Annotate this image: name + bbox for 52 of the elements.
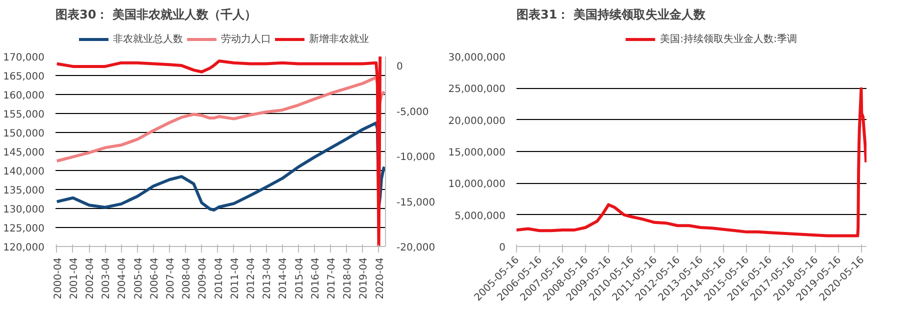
y-tick-label: 0 xyxy=(499,242,506,254)
y-tick-label: 25,000,000 xyxy=(448,84,506,96)
y-tick-label: 165,000 xyxy=(3,72,45,82)
y-tick-label: 140,000 xyxy=(3,166,45,178)
x-tick-label: 2005-04 xyxy=(133,257,144,300)
y-tick-label: 150,000 xyxy=(3,128,45,140)
x-tick-label: 2016-04 xyxy=(310,257,322,300)
x-tick-label: 2008-04 xyxy=(182,257,193,300)
x-tick-label: 2012-04 xyxy=(246,257,257,300)
chart-title: 图表31： 美国持续领取失业金人数 xyxy=(516,8,706,22)
legend-label: 劳动力人口 xyxy=(221,32,271,46)
y-tick-label: 20,000,000 xyxy=(448,116,506,127)
x-tick-label: 2004-04 xyxy=(117,257,128,300)
y-tick-label: 5,000,000 xyxy=(454,210,506,222)
x-tick-label: 2017-04 xyxy=(326,257,338,300)
y-tick-label: 30,000,000 xyxy=(448,52,506,64)
x-tick-label: 2019-04 xyxy=(358,257,370,300)
x-tick-label: 2015-04 xyxy=(294,257,306,300)
x-tick-label: 2006-04 xyxy=(149,257,160,300)
y-tick-label: 160,000 xyxy=(3,90,45,102)
y-tick-label: 155,000 xyxy=(3,110,45,120)
x-tick-label: 2014-04 xyxy=(278,257,290,300)
x-tick-label: 2011-04 xyxy=(230,257,241,300)
y2-tick-label: -10,000 xyxy=(396,152,436,164)
y2-tick-label: -5,000 xyxy=(396,106,429,118)
y-tick-label: 170,000 xyxy=(3,52,45,64)
x-tick-label: 2020-04 xyxy=(374,257,386,300)
y2-tick-label: -20,000 xyxy=(396,242,436,254)
y-tick-label: 135,000 xyxy=(3,186,45,196)
y-tick-label: 130,000 xyxy=(3,204,45,216)
y-tick-label: 125,000 xyxy=(3,224,45,234)
x-tick-label: 2010-04 xyxy=(214,257,225,300)
legend-label: 美国:持续领取失业金人数:季调 xyxy=(660,32,797,46)
x-tick-label: 2001-04 xyxy=(68,257,80,300)
y2-tick-label: -15,000 xyxy=(396,197,436,208)
y2-tick-label: 0 xyxy=(396,62,403,73)
x-tick-label: 2018-04 xyxy=(342,257,354,300)
legend-label: 新增非农就业 xyxy=(309,32,369,46)
chart-title: 图表30： 美国非农就业人数（千人） xyxy=(56,8,256,22)
x-tick-label: 2002-04 xyxy=(85,257,96,300)
y-tick-label: 10,000,000 xyxy=(448,179,506,190)
x-tick-label: 2003-04 xyxy=(101,257,112,300)
y-tick-label: 145,000 xyxy=(3,148,45,158)
x-tick-label: 2000-04 xyxy=(52,257,64,300)
legend-label: 非农就业总人数 xyxy=(113,32,183,46)
x-tick-label: 2007-04 xyxy=(165,257,176,300)
y-tick-label: 120,000 xyxy=(3,242,45,254)
x-tick-label: 2009-04 xyxy=(198,257,209,300)
x-tick-label: 2013-04 xyxy=(262,257,274,300)
line-series xyxy=(516,87,866,238)
y-tick-label: 15,000,000 xyxy=(448,148,506,158)
line-series xyxy=(56,56,382,246)
